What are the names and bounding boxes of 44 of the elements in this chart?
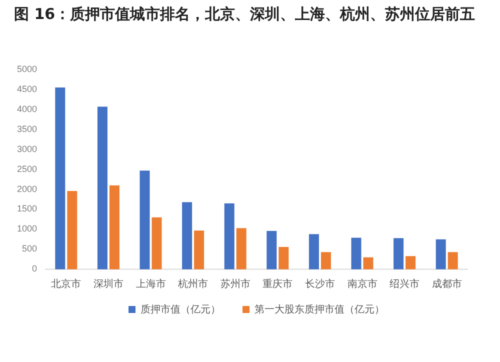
bar	[363, 257, 374, 270]
y-tick-label: 2500	[16, 164, 37, 174]
bar	[67, 190, 78, 270]
y-tick-label: 0	[32, 264, 37, 274]
legend-label: 第一大股东质押市值（亿元）	[254, 304, 384, 316]
bar	[320, 252, 331, 270]
bar	[140, 170, 150, 270]
y-tick-label: 3500	[16, 124, 37, 134]
bar	[436, 239, 446, 270]
chart-title: 图 16：质押市值城市排名，北京、深圳、上海、杭州、苏州位居前五	[14, 4, 476, 25]
y-tick-label: 1500	[16, 204, 37, 214]
y-tick-label: 4500	[16, 84, 37, 94]
bar	[266, 230, 277, 270]
y-tick-label: 1000	[16, 224, 37, 234]
bar	[394, 238, 404, 270]
y-tick-label: 4000	[16, 104, 37, 114]
bar	[109, 185, 120, 270]
y-tick-label: 3000	[16, 144, 37, 154]
bar	[448, 252, 458, 270]
bar	[55, 87, 66, 270]
x-tick-label: 重庆市	[262, 278, 293, 290]
bar	[308, 234, 319, 270]
bar	[152, 217, 162, 270]
x-tick-label: 深圳市	[93, 278, 124, 290]
x-tick-label: 成都市	[432, 278, 462, 290]
x-tick-label: 杭州市	[177, 278, 208, 290]
bar	[406, 256, 416, 270]
y-tick-label: 500	[22, 244, 37, 254]
x-tick-label: 绍兴市	[390, 278, 420, 290]
x-tick-label: 北京市	[51, 278, 82, 290]
bar	[224, 203, 234, 270]
legend-label: 质押市值（亿元）	[140, 304, 220, 316]
x-tick-label: 南京市	[347, 278, 378, 290]
x-tick-label: 上海市	[136, 278, 166, 290]
bar	[97, 106, 108, 270]
bar	[194, 230, 204, 270]
x-tick-label: 长沙市	[304, 278, 335, 290]
y-tick-label: 2000	[16, 184, 37, 194]
bar	[236, 228, 246, 270]
bar	[351, 238, 362, 270]
bar	[182, 202, 192, 270]
y-tick-label: 5000	[16, 64, 37, 74]
bar	[278, 246, 289, 270]
x-tick-label: 苏州市	[220, 278, 250, 290]
